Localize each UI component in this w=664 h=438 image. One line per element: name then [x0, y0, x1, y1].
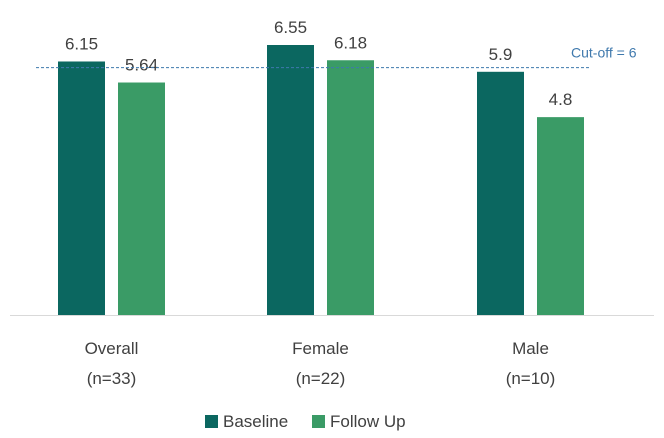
bar-baseline-overall	[58, 61, 105, 315]
value-label-follow-up-overall: 5.64	[125, 56, 158, 75]
legend-label-baseline: Baseline	[223, 412, 288, 431]
legend-swatch-baseline	[205, 415, 218, 428]
value-label-baseline-overall: 6.15	[65, 34, 98, 53]
legend-label-follow-up: Follow Up	[330, 412, 406, 431]
bar-baseline-male	[477, 71, 524, 316]
category-label-female: Female	[292, 339, 349, 358]
value-label-baseline-male: 5.9	[489, 45, 513, 64]
bar-follow-up-overall	[118, 82, 165, 316]
bar-follow-up-female	[327, 60, 374, 315]
category-sublabel-female: (n=22)	[296, 369, 346, 388]
bar-baseline-female	[267, 45, 314, 315]
category-sublabel-male: (n=10)	[506, 369, 556, 388]
value-label-follow-up-female: 6.18	[334, 33, 367, 52]
value-label-follow-up-male: 4.8	[549, 90, 573, 109]
cutoff-label: Cut-off = 6	[571, 45, 637, 61]
value-label-baseline-female: 6.55	[274, 18, 307, 37]
legend-swatch-follow-up	[312, 415, 325, 428]
bar-follow-up-male	[537, 117, 584, 315]
category-label-male: Male	[512, 339, 549, 358]
category-sublabel-overall: (n=33)	[87, 369, 137, 388]
category-label-overall: Overall	[85, 339, 139, 358]
